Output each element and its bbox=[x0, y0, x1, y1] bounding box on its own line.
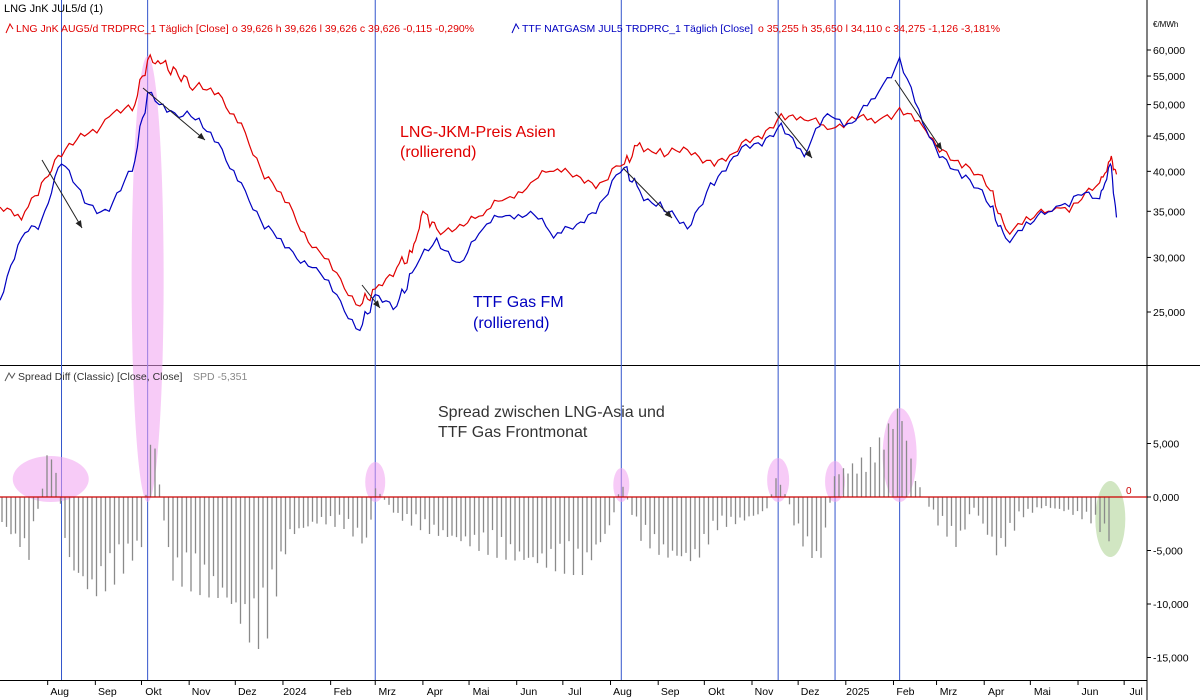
y-tick-label: 45,000 bbox=[1153, 131, 1185, 143]
legend-ttf-name[interactable]: TTF NATGASM JUL5 TRDPRC_1 Täglich [Close… bbox=[522, 23, 753, 35]
x-tick-label: Sep bbox=[98, 686, 117, 698]
legend-bottom: Spread Diff (Classic) [Close, Close] SPD… bbox=[4, 371, 247, 383]
annotation-ttf-2: (rollierend) bbox=[473, 315, 549, 332]
x-tick-label: Sep bbox=[661, 686, 680, 698]
x-tick-label: 2024 bbox=[283, 686, 307, 698]
legend-lng-values: o 39,626 h 39,626 l 39,626 c 39,626 -0,1… bbox=[232, 23, 474, 35]
x-tick-label: Mai bbox=[473, 686, 490, 698]
annotation-spread-2: TTF Gas Frontmonat bbox=[438, 424, 588, 441]
x-tick-label: Feb bbox=[896, 686, 914, 698]
x-tick-label: Aug bbox=[613, 686, 632, 698]
y-tick-label: 55,000 bbox=[1153, 71, 1185, 83]
arrowhead bbox=[373, 300, 380, 308]
window-title: LNG JnK JUL5/d (1) bbox=[4, 3, 103, 15]
trend-arrow bbox=[142, 87, 206, 141]
highlight-ellipse bbox=[131, 56, 164, 502]
spread-axis: 5,000 0,000 -5,000 -10,000 -15,000 bbox=[1147, 439, 1189, 665]
legend-spread-value: SPD -5,351 bbox=[193, 371, 247, 383]
y-tick-label: 30,000 bbox=[1153, 252, 1185, 264]
unit-label: €/MWh bbox=[1153, 20, 1178, 29]
x-tick-label: 2025 bbox=[846, 686, 870, 698]
x-tick-label: Nov bbox=[192, 686, 211, 698]
y-tick-label: -15,000 bbox=[1153, 653, 1189, 665]
y-tick-label: -10,000 bbox=[1153, 599, 1189, 611]
highlight-ellipse bbox=[882, 408, 917, 502]
legend-ttf-values: o 35,255 h 35,650 l 34,110 c 34,275 -1,1… bbox=[758, 23, 1000, 35]
time-axis: Aug Sep Okt Nov Dez 2024 Feb Mrz Apr Mai Jun Jul Aug… bbox=[47, 680, 1143, 698]
annotation-spread-1: Spread zwischen LNG-Asia und bbox=[438, 404, 665, 421]
highlight-ellipse bbox=[365, 462, 386, 502]
arrowhead bbox=[197, 132, 205, 140]
x-tick-label: Dez bbox=[801, 686, 820, 698]
trend-arrow bbox=[894, 79, 943, 151]
annotation-lng-1: LNG-JKM-Preis Asien bbox=[400, 124, 556, 141]
trend-arrow bbox=[41, 159, 83, 229]
x-tick-label: Apr bbox=[427, 686, 444, 698]
price-axis: 25,000 30,000 35,000 40,000 45,000 50,000 55,0… bbox=[1147, 45, 1185, 319]
x-tick-label: Feb bbox=[334, 686, 352, 698]
zero-marker: 0 bbox=[1126, 486, 1132, 497]
line-icon bbox=[5, 22, 14, 34]
y-tick-label: 35,000 bbox=[1153, 206, 1185, 218]
highlight-ellipse-current bbox=[1095, 481, 1126, 557]
y-tick-label: 40,000 bbox=[1153, 166, 1185, 178]
legend-spread-name[interactable]: Spread Diff (Classic) [Close, Close] bbox=[18, 371, 182, 383]
x-tick-label: Apr bbox=[988, 686, 1005, 698]
legend-lng-name[interactable]: LNG JnK AUG5/d TRDPRC_1 Täglich [Close] bbox=[16, 23, 229, 35]
x-tick-label: Okt bbox=[708, 686, 724, 698]
trend-arrow bbox=[622, 167, 673, 219]
x-tick-label: Jul bbox=[568, 686, 581, 698]
x-tick-label: Nov bbox=[755, 686, 774, 698]
y-tick-label: 60,000 bbox=[1153, 45, 1185, 57]
trend-arrow bbox=[774, 111, 813, 159]
ttf-series-line bbox=[0, 55, 1118, 332]
x-tick-label: Dez bbox=[238, 686, 257, 698]
wave-icon bbox=[4, 371, 16, 382]
x-tick-label: Mrz bbox=[378, 686, 396, 698]
arrowhead bbox=[664, 210, 672, 218]
trend-arrows bbox=[41, 79, 943, 309]
line-icon bbox=[511, 22, 520, 34]
x-tick-label: Mrz bbox=[940, 686, 958, 698]
y-tick-label: 50,000 bbox=[1153, 100, 1185, 112]
y-tick-label: 25,000 bbox=[1153, 307, 1185, 319]
legend-top: LNG JnK AUG5/d TRDPRC_1 Täglich [Close] … bbox=[5, 22, 1000, 35]
y-tick-label: 5,000 bbox=[1153, 439, 1179, 451]
x-tick-label: Jun bbox=[520, 686, 537, 698]
x-tick-label: Jul bbox=[1129, 686, 1142, 698]
annotation-ttf-1: TTF Gas FM bbox=[473, 294, 564, 311]
annotation-lng-2: (rollierend) bbox=[400, 144, 476, 161]
arrowhead bbox=[935, 142, 942, 150]
x-tick-label: Jun bbox=[1082, 686, 1099, 698]
arrowhead bbox=[75, 220, 82, 228]
highlight-ellipse bbox=[767, 458, 790, 502]
lng-series-line bbox=[0, 53, 1118, 307]
x-tick-label: Mai bbox=[1034, 686, 1051, 698]
y-tick-label: -5,000 bbox=[1153, 546, 1183, 558]
y-tick-label: 0,000 bbox=[1153, 492, 1179, 504]
spread-highlight-ellipses bbox=[12, 56, 1126, 557]
x-tick-label: Aug bbox=[50, 686, 69, 698]
highlight-ellipse bbox=[613, 468, 630, 502]
x-tick-label: Okt bbox=[145, 686, 161, 698]
spread-bars bbox=[1, 408, 1110, 650]
arrowhead bbox=[804, 150, 812, 158]
highlight-ellipse bbox=[12, 456, 89, 502]
